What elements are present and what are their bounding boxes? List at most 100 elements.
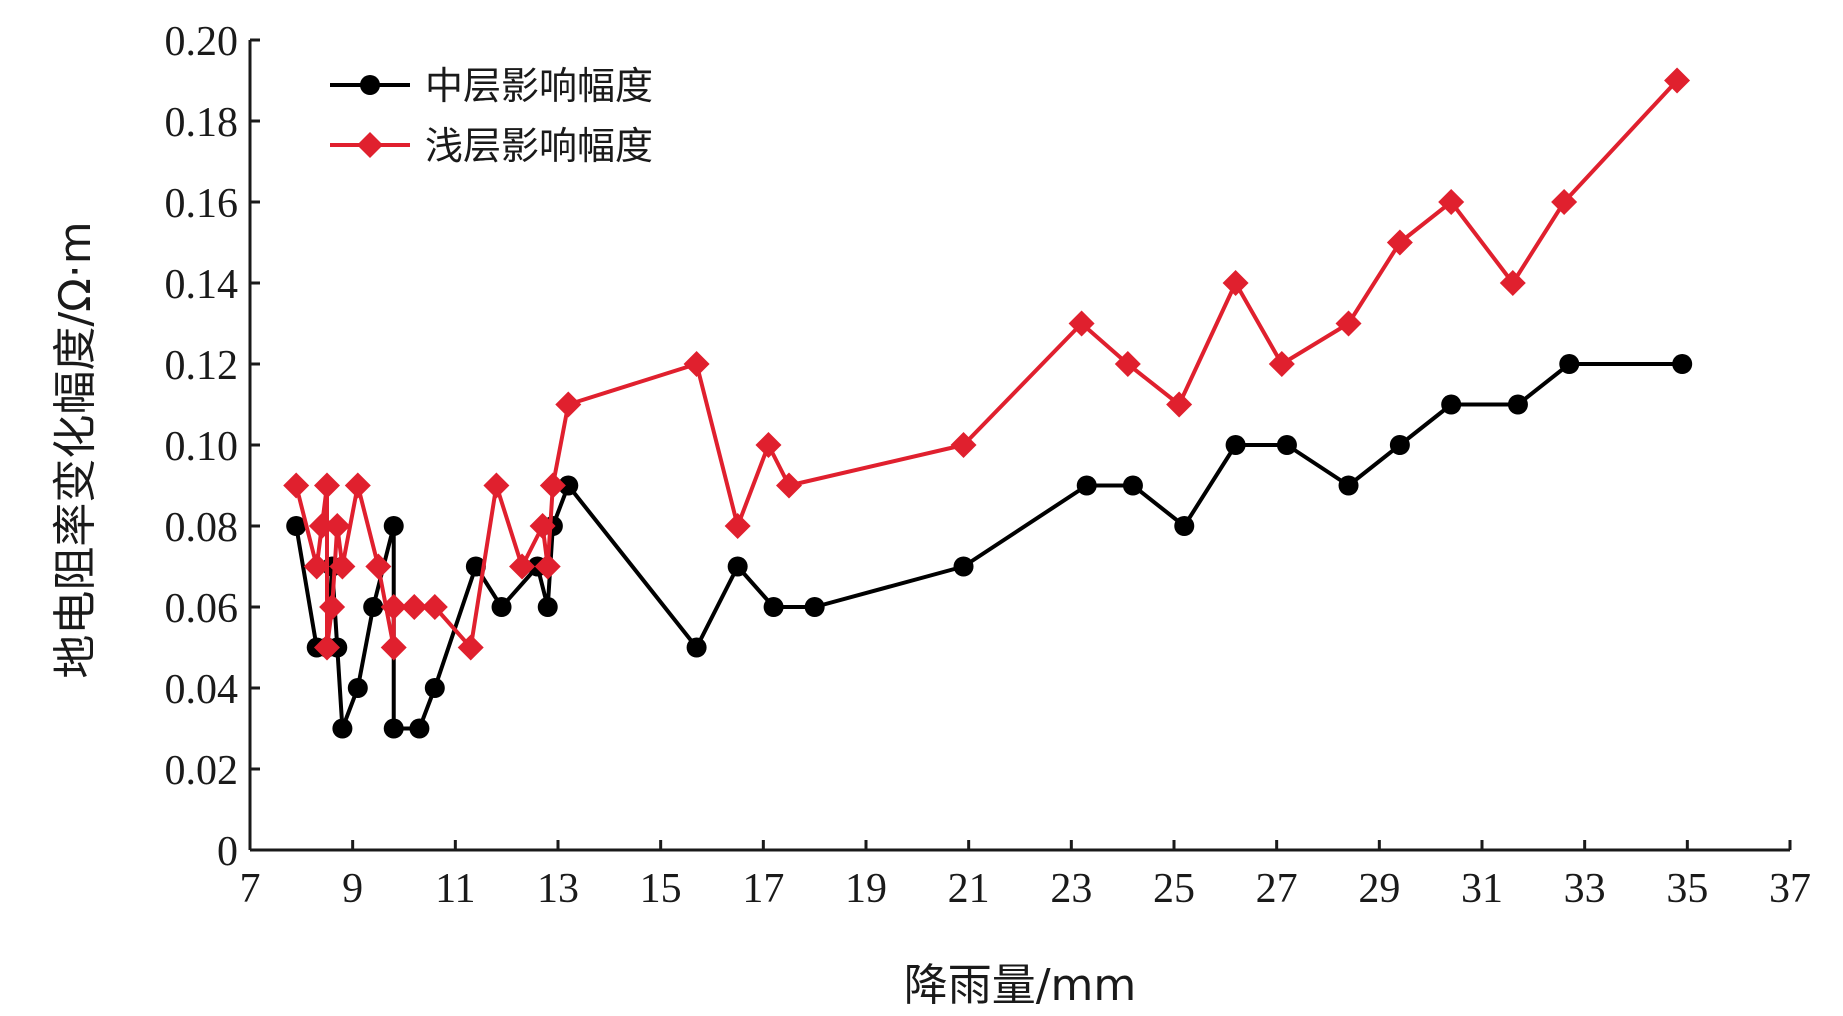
series-middle-layer bbox=[286, 354, 1693, 739]
x-tick-label: 19 bbox=[845, 866, 887, 912]
data-point bbox=[1076, 475, 1097, 496]
y-axis-title: 地电阻率变化幅度/Ω·m bbox=[50, 221, 101, 678]
x-tick-label: 15 bbox=[640, 866, 682, 912]
series-line bbox=[294, 362, 1683, 731]
x-tick-label: 29 bbox=[1358, 866, 1400, 912]
x-tick-label: 35 bbox=[1666, 866, 1708, 912]
data-point bbox=[1441, 394, 1462, 415]
data-point bbox=[755, 432, 782, 458]
x-tick-label: 23 bbox=[1050, 866, 1092, 912]
data-point bbox=[537, 597, 558, 617]
data-point bbox=[1268, 351, 1295, 377]
x-tick-label: 37 bbox=[1769, 866, 1811, 912]
x-tick-label: 17 bbox=[742, 866, 784, 912]
series-layer bbox=[283, 67, 1693, 739]
data-point bbox=[329, 553, 356, 580]
data-point bbox=[1114, 351, 1141, 377]
data-point bbox=[383, 718, 404, 739]
data-point bbox=[529, 513, 556, 539]
data-point bbox=[319, 594, 346, 620]
data-point bbox=[534, 553, 561, 580]
data-point bbox=[727, 556, 748, 577]
legend-item-shallow-layer: 浅层影响幅度 bbox=[330, 124, 653, 168]
data-point bbox=[286, 516, 307, 536]
data-point bbox=[383, 516, 404, 536]
data-point bbox=[380, 594, 407, 620]
y-tick-label: 0.10 bbox=[165, 424, 239, 470]
data-point bbox=[365, 553, 392, 580]
data-point bbox=[1335, 310, 1362, 337]
legend-marker-shallow bbox=[357, 132, 383, 158]
data-point bbox=[409, 718, 430, 739]
data-point bbox=[1222, 270, 1249, 296]
data-point bbox=[483, 472, 510, 499]
legend-marker-middle bbox=[360, 75, 380, 95]
data-point bbox=[401, 594, 428, 620]
data-point bbox=[324, 513, 351, 539]
legend-label-middle: 中层影响幅度 bbox=[425, 64, 653, 108]
data-point bbox=[558, 475, 579, 496]
x-axis-title: 降雨量/mm bbox=[904, 960, 1137, 1011]
x-tick-label: 27 bbox=[1256, 866, 1298, 912]
data-point bbox=[1438, 189, 1465, 215]
data-point bbox=[804, 597, 825, 617]
data-point bbox=[1499, 270, 1526, 296]
data-point bbox=[332, 718, 353, 739]
data-point bbox=[314, 634, 340, 661]
y-axis-ticks: 0 0.02 0.04 0.06 0.08 0.10 0.12 0.14 0.16 0.18 0.2… bbox=[165, 19, 260, 875]
legend-item-middle-layer: 中层影响幅度 bbox=[330, 64, 653, 108]
y-tick-label: 0.06 bbox=[165, 586, 239, 632]
y-tick-label: 0.20 bbox=[165, 19, 239, 65]
x-axis-ticks: 7 9 11 13 15 17 19 21 23 25 27 29 31 33 35 37 bbox=[240, 840, 1811, 912]
y-tick-label: 0.04 bbox=[165, 667, 239, 713]
x-tick-label: 7 bbox=[240, 866, 261, 912]
x-tick-label: 33 bbox=[1564, 866, 1606, 912]
legend: 中层影响幅度 浅层影响幅度 bbox=[330, 64, 653, 168]
data-point bbox=[1551, 189, 1578, 215]
data-point bbox=[1122, 475, 1143, 496]
series-shallow-layer bbox=[283, 67, 1691, 661]
y-tick-label: 0.14 bbox=[165, 262, 239, 308]
y-tick-label: 0 bbox=[217, 829, 238, 875]
data-point bbox=[555, 391, 582, 418]
data-point bbox=[1386, 229, 1413, 256]
data-point bbox=[363, 597, 384, 617]
y-tick-label: 0.02 bbox=[165, 748, 239, 794]
data-point bbox=[1225, 435, 1246, 455]
x-tick-label: 25 bbox=[1153, 866, 1195, 912]
x-tick-label: 13 bbox=[537, 866, 579, 912]
data-point bbox=[509, 553, 536, 580]
data-point bbox=[380, 634, 407, 661]
data-point bbox=[1507, 394, 1528, 415]
data-point bbox=[1389, 435, 1410, 455]
data-point bbox=[457, 634, 484, 661]
data-point bbox=[1338, 475, 1359, 496]
data-point bbox=[724, 513, 751, 539]
data-point bbox=[314, 472, 340, 499]
y-tick-label: 0.18 bbox=[165, 100, 239, 146]
data-point bbox=[491, 597, 512, 617]
data-point bbox=[683, 351, 710, 377]
data-point bbox=[776, 472, 802, 499]
data-point bbox=[1174, 516, 1195, 536]
data-point bbox=[303, 553, 330, 580]
y-tick-label: 0.12 bbox=[165, 343, 239, 389]
x-tick-label: 31 bbox=[1461, 866, 1503, 912]
data-point bbox=[283, 472, 310, 499]
data-point bbox=[950, 432, 977, 458]
data-point bbox=[421, 594, 448, 620]
x-tick-label: 9 bbox=[342, 866, 363, 912]
data-point bbox=[686, 637, 707, 658]
x-tick-label: 11 bbox=[435, 866, 475, 912]
data-point bbox=[344, 472, 371, 499]
y-tick-label: 0.16 bbox=[165, 181, 239, 227]
x-tick-label: 21 bbox=[948, 866, 990, 912]
data-point bbox=[1276, 435, 1297, 455]
data-point bbox=[1166, 391, 1193, 418]
data-point bbox=[953, 556, 974, 577]
data-point bbox=[1664, 67, 1691, 94]
data-point bbox=[1672, 354, 1693, 374]
data-point bbox=[1068, 310, 1095, 337]
data-point bbox=[347, 678, 368, 698]
